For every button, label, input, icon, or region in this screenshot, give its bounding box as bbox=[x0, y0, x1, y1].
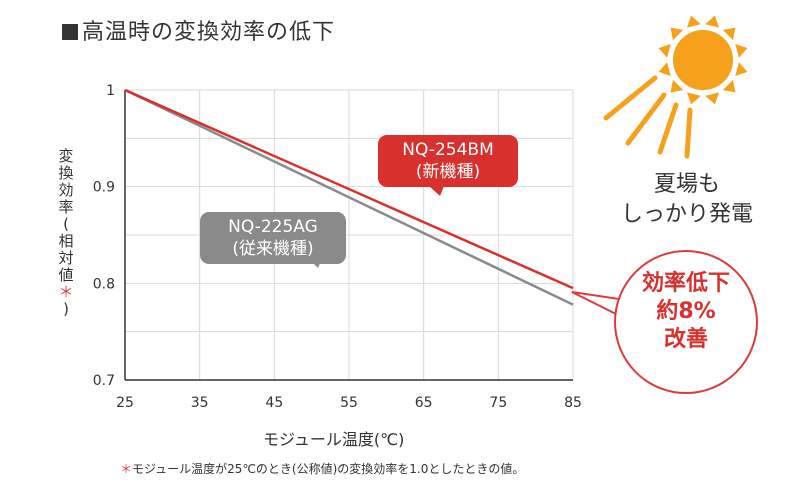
y-axis-label-char: 率 bbox=[58, 198, 74, 216]
sun-rays-icon bbox=[603, 15, 748, 159]
sun-ray bbox=[722, 79, 736, 93]
callout-new-model-sub: (新機種) bbox=[415, 162, 481, 182]
callout-old-model-sub: (従来機種) bbox=[232, 239, 314, 259]
chart-ticks: 25 35 45 55 65 75 85 0.7 0.8 0.9 1 bbox=[93, 83, 582, 411]
sun-ray bbox=[686, 92, 701, 105]
sun-ray bbox=[735, 43, 748, 58]
efficiency-badge-text: 効率低下 約8% 改善 bbox=[614, 270, 758, 354]
title-square-icon bbox=[62, 24, 78, 40]
sun-beam bbox=[684, 107, 693, 159]
sun-beam bbox=[625, 92, 667, 146]
sun-ray bbox=[670, 27, 684, 41]
callout-old-model: NQ-225AG (従来機種) bbox=[200, 212, 346, 264]
sun-beam bbox=[603, 75, 658, 121]
x-tick-label: 35 bbox=[191, 395, 209, 411]
y-axis-label-char: 効 bbox=[58, 181, 74, 199]
y-tick-label: 0.9 bbox=[93, 180, 115, 196]
footnote: ＊モジュール温度が25℃のとき(公称値)の変換効率を1.0としたときの値。 bbox=[120, 460, 524, 477]
footnote-asterisk: ＊ bbox=[120, 462, 133, 476]
y-axis-label-char: ( bbox=[63, 215, 69, 233]
y-axis-label-char: 相 bbox=[58, 232, 74, 250]
y-tick-label: 0.8 bbox=[93, 276, 115, 292]
sun-beam bbox=[657, 102, 679, 155]
badge-line: 効率低下 bbox=[641, 271, 730, 296]
chart-title-text: 高温時の変換効率の低下 bbox=[82, 20, 336, 45]
callout-old-model-name: NQ-225AG bbox=[228, 217, 318, 237]
y-axis-label: 変 換 効 率 ( 相 対 値 ＊ ) bbox=[56, 148, 76, 318]
y-axis-label-char: ) bbox=[63, 300, 69, 318]
series-line-nq-254bm bbox=[124, 88, 574, 290]
efficiency-badge bbox=[614, 250, 758, 394]
sun-ray bbox=[670, 79, 684, 93]
chart-title: 高温時の変換効率の低下 bbox=[62, 14, 335, 46]
footnote-text: モジュール温度が25℃のとき(公称値)の変換効率を1.0としたときの値。 bbox=[132, 462, 525, 476]
y-axis-label-asterisk: ＊ bbox=[58, 283, 74, 301]
sun-ray bbox=[722, 27, 736, 41]
sun-ray bbox=[686, 15, 701, 28]
x-tick-label: 55 bbox=[340, 395, 358, 411]
series-line-nq-225ag bbox=[124, 88, 574, 306]
x-tick-label: 85 bbox=[564, 395, 582, 411]
summer-text-line: 夏場も bbox=[653, 172, 720, 197]
callout-new-model-name: NQ-254BM bbox=[402, 140, 494, 160]
sun-ray bbox=[658, 43, 671, 58]
y-axis-label-char: 換 bbox=[58, 164, 74, 182]
summer-text-line: しっかり発電 bbox=[620, 202, 753, 227]
chart-axes bbox=[124, 90, 573, 381]
y-tick-label: 1 bbox=[106, 83, 115, 99]
x-axis-label: モジュール温度(℃) bbox=[263, 430, 405, 449]
x-tick-label: 25 bbox=[116, 395, 134, 411]
y-axis-label-char: 値 bbox=[58, 266, 74, 284]
y-tick-label: 0.7 bbox=[93, 373, 115, 389]
x-tick-label: 75 bbox=[489, 395, 507, 411]
chart-grid bbox=[124, 89, 574, 381]
y-axis-label-char: 変 bbox=[58, 147, 74, 165]
badge-line: 約8% bbox=[656, 299, 716, 324]
sun-ray bbox=[705, 92, 720, 105]
x-tick-label: 65 bbox=[415, 395, 433, 411]
y-axis-label-char: 対 bbox=[58, 249, 74, 267]
sun-ray bbox=[705, 15, 720, 28]
callout-new-model: NQ-254BM (新機種) bbox=[378, 135, 518, 187]
sun-ray bbox=[658, 62, 671, 77]
sun-icon bbox=[673, 30, 733, 90]
summer-text: 夏場も しっかり発電 bbox=[612, 170, 762, 230]
badge-line: 改善 bbox=[663, 327, 708, 352]
x-tick-label: 45 bbox=[265, 395, 283, 411]
sun-ray bbox=[735, 62, 748, 77]
chart-lines bbox=[124, 88, 574, 306]
